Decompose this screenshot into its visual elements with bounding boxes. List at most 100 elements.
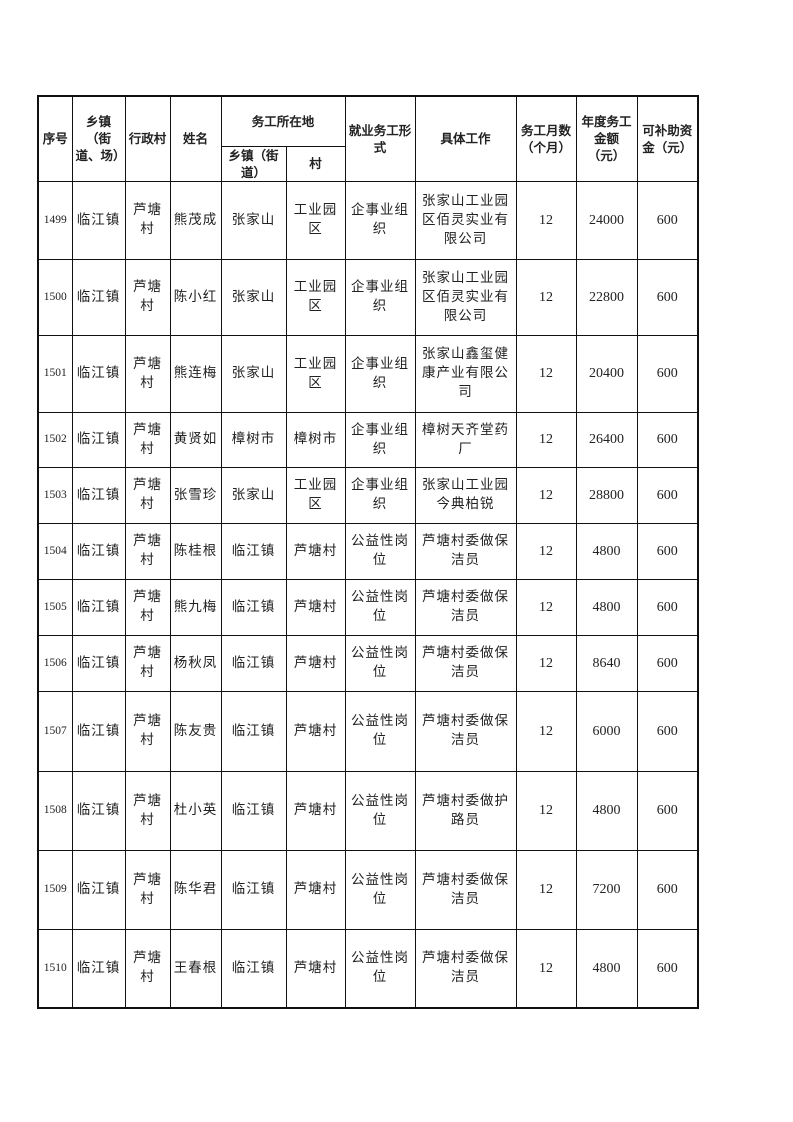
cell-township: 临江镇 [71, 849, 126, 930]
cell-index: 1510 [37, 928, 73, 1009]
table-row: 1501 临江镇 芦塘村 熊连梅 张家山 工业园区 企事业组织 张家山鑫玺健康产业有限公司 12… [37, 334, 699, 413]
cell-job: 芦塘村委做保洁员 [414, 578, 517, 636]
cell-work-township: 临江镇 [220, 849, 287, 930]
cell-amount: 4800 [575, 770, 638, 851]
cell-work-township: 张家山 [220, 334, 287, 413]
cell-township: 临江镇 [71, 928, 126, 1009]
cell-index: 1501 [37, 334, 73, 413]
cell-subsidy: 600 [636, 634, 699, 692]
cell-work-village: 芦塘村 [285, 770, 346, 851]
cell-index: 1505 [37, 578, 73, 636]
cell-work-township: 张家山 [220, 466, 287, 524]
cell-work-village: 芦塘村 [285, 634, 346, 692]
header-job: 具体工作 [414, 95, 517, 182]
cell-amount: 4800 [575, 578, 638, 636]
cell-job: 芦塘村委做保洁员 [414, 634, 517, 692]
table-row: 1507 临江镇 芦塘村 陈友贵 临江镇 芦塘村 公益性岗位 芦塘村委做保洁员 12 6000 60… [37, 690, 699, 772]
table-row: 1503 临江镇 芦塘村 张雪珍 张家山 工业园区 企事业组织 张家山工业园今典柏锐 12 288… [37, 466, 699, 524]
cell-name: 熊九梅 [169, 578, 222, 636]
cell-village: 芦塘村 [124, 180, 171, 260]
cell-form: 企事业组织 [344, 180, 416, 260]
table-row: 1500 临江镇 芦塘村 陈小红 张家山 工业园区 企事业组织 张家山工业园区佰灵实业有限公司… [37, 258, 699, 336]
cell-months: 12 [515, 578, 577, 636]
cell-job: 樟树天齐堂药厂 [414, 411, 517, 468]
cell-form: 公益性岗位 [344, 634, 416, 692]
cell-months: 12 [515, 466, 577, 524]
cell-amount: 7200 [575, 849, 638, 930]
cell-form: 公益性岗位 [344, 770, 416, 851]
cell-township: 临江镇 [71, 258, 126, 336]
cell-work-township: 临江镇 [220, 634, 287, 692]
cell-village: 芦塘村 [124, 334, 171, 413]
cell-index: 1500 [37, 258, 73, 336]
cell-village: 芦塘村 [124, 522, 171, 580]
cell-work-township: 临江镇 [220, 578, 287, 636]
cell-form: 企事业组织 [344, 466, 416, 524]
subsidy-table: 序号 乡镇（街道、场） 行政村 姓名 务工所在地 就业务工形式 具体工作 务工月… [37, 95, 699, 1009]
cell-index: 1506 [37, 634, 73, 692]
cell-job: 张家山工业园区佰灵实业有限公司 [414, 180, 517, 260]
cell-work-village: 芦塘村 [285, 928, 346, 1009]
cell-amount: 4800 [575, 522, 638, 580]
cell-index: 1509 [37, 849, 73, 930]
cell-form: 公益性岗位 [344, 690, 416, 772]
cell-name: 王春根 [169, 928, 222, 1009]
header-subrow: 乡镇（街道） 村 [38, 145, 698, 182]
cell-township: 临江镇 [71, 180, 126, 260]
header-months: 务工月数（个月） [515, 95, 577, 182]
cell-form: 公益性岗位 [344, 522, 416, 580]
cell-work-village: 工业园区 [285, 466, 346, 524]
cell-subsidy: 600 [636, 334, 699, 413]
cell-index: 1504 [37, 522, 73, 580]
cell-village: 芦塘村 [124, 690, 171, 772]
cell-name: 张雪珍 [169, 466, 222, 524]
cell-name: 杜小英 [169, 770, 222, 851]
cell-job: 张家山鑫玺健康产业有限公司 [414, 334, 517, 413]
cell-name: 陈华君 [169, 849, 222, 930]
cell-township: 临江镇 [71, 466, 126, 524]
cell-index: 1507 [37, 690, 73, 772]
header-row: 序号 乡镇（街道、场） 行政村 姓名 务工所在地 就业务工形式 具体工作 务工月… [37, 95, 699, 182]
cell-months: 12 [515, 770, 577, 851]
table-row: 1508 临江镇 芦塘村 杜小英 临江镇 芦塘村 公益性岗位 芦塘村委做护路员 12 4800 60… [37, 770, 699, 851]
table-row: 1504 临江镇 芦塘村 陈桂根 临江镇 芦塘村 公益性岗位 芦塘村委做保洁员 12 4800 60… [37, 522, 699, 580]
cell-name: 杨秋凤 [169, 634, 222, 692]
cell-name: 陈桂根 [169, 522, 222, 580]
cell-months: 12 [515, 258, 577, 336]
cell-index: 1508 [37, 770, 73, 851]
cell-work-village: 芦塘村 [285, 690, 346, 772]
cell-work-township: 张家山 [220, 180, 287, 260]
cell-job: 张家山工业园今典柏锐 [414, 466, 517, 524]
table-row: 1509 临江镇 芦塘村 陈华君 临江镇 芦塘村 公益性岗位 芦塘村委做保洁员 12 7200 60… [37, 849, 699, 930]
cell-village: 芦塘村 [124, 258, 171, 336]
cell-subsidy: 600 [636, 522, 699, 580]
cell-work-township: 临江镇 [220, 522, 287, 580]
cell-name: 陈小红 [169, 258, 222, 336]
cell-job: 芦塘村委做保洁员 [414, 690, 517, 772]
cell-work-village: 工业园区 [285, 334, 346, 413]
cell-months: 12 [515, 334, 577, 413]
cell-village: 芦塘村 [124, 578, 171, 636]
header-annual-amount: 年度务工金额（元） [575, 95, 638, 182]
cell-work-township: 樟树市 [220, 411, 287, 468]
header-employment-form: 就业务工形式 [344, 95, 416, 182]
cell-subsidy: 600 [636, 770, 699, 851]
cell-months: 12 [515, 180, 577, 260]
cell-village: 芦塘村 [124, 634, 171, 692]
table-row: 1505 临江镇 芦塘村 熊九梅 临江镇 芦塘村 公益性岗位 芦塘村委做保洁员 12 4800 60… [37, 578, 699, 636]
cell-name: 熊连梅 [169, 334, 222, 413]
cell-township: 临江镇 [71, 634, 126, 692]
cell-amount: 24000 [575, 180, 638, 260]
cell-months: 12 [515, 690, 577, 772]
cell-subsidy: 600 [636, 578, 699, 636]
header-subsidy: 可补助资金（元） [636, 95, 699, 182]
cell-work-township: 张家山 [220, 258, 287, 336]
cell-form: 企事业组织 [344, 258, 416, 336]
cell-amount: 6000 [575, 690, 638, 772]
cell-amount: 26400 [575, 411, 638, 468]
cell-subsidy: 600 [636, 258, 699, 336]
cell-village: 芦塘村 [124, 928, 171, 1009]
cell-subsidy: 600 [636, 466, 699, 524]
cell-subsidy: 600 [636, 849, 699, 930]
table-row: 1510 临江镇 芦塘村 王春根 临江镇 芦塘村 公益性岗位 芦塘村委做保洁员 12 4800 60… [37, 928, 699, 1009]
